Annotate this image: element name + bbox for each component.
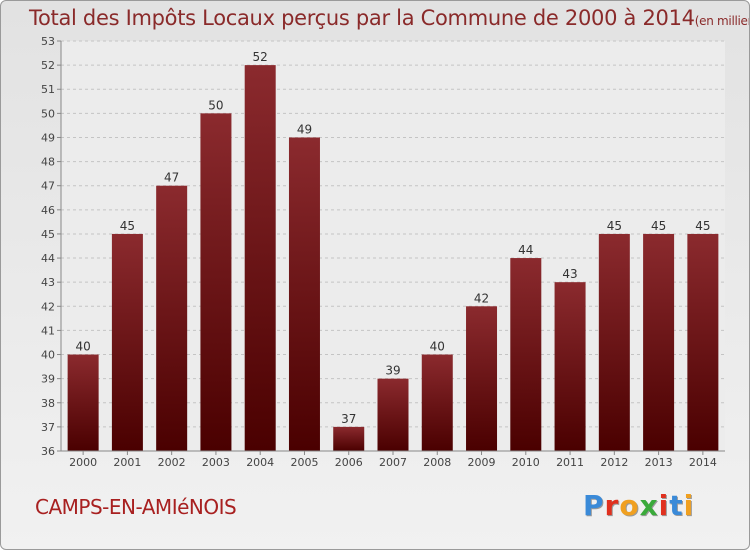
x-tick-label: 2001 — [113, 456, 141, 469]
bar-2004 — [244, 65, 276, 451]
bar-2013 — [643, 233, 675, 451]
x-tick-label: 2013 — [645, 456, 673, 469]
data-label-2010: 44 — [518, 243, 533, 257]
x-tick-label: 2007 — [379, 456, 407, 469]
logo-letter: o — [619, 489, 640, 522]
x-tick-label: 2008 — [423, 456, 451, 469]
y-tick-label: 40 — [41, 349, 55, 362]
y-tick-label: 48 — [41, 156, 55, 169]
y-tick-label: 43 — [41, 276, 55, 289]
logo-letter: i — [658, 489, 670, 522]
data-label-2005: 49 — [297, 122, 312, 136]
y-tick-label: 41 — [41, 324, 55, 337]
y-tick-label: 51 — [41, 83, 55, 96]
y-tick-label: 37 — [41, 421, 55, 434]
data-labels: 40 45 47 50 52 49 37 39 40 42 44 43 45 45 45 — [75, 50, 710, 426]
x-tick-label: 2011 — [556, 456, 584, 469]
data-label-2013: 45 — [651, 219, 666, 233]
x-tick-label: 2002 — [158, 456, 186, 469]
bar-2001 — [111, 233, 143, 451]
data-label-2008: 40 — [430, 340, 445, 354]
logo-letter: x — [639, 489, 659, 522]
bar-2007 — [377, 378, 409, 451]
x-tick-label: 2003 — [202, 456, 230, 469]
logo-letter: P — [583, 489, 605, 522]
logo-letter: r — [604, 489, 620, 522]
bar-2002 — [156, 185, 188, 452]
x-tick-label: 2000 — [69, 456, 97, 469]
data-label-2006: 37 — [341, 412, 356, 426]
x-axis-ticks: 2000 2001 2002 2003 2004 2005 2006 2007 2008 2009… — [69, 451, 717, 469]
data-label-2004: 52 — [253, 50, 268, 64]
y-tick-label: 50 — [41, 107, 55, 120]
x-tick-label: 2005 — [290, 456, 318, 469]
data-label-2007: 39 — [385, 364, 400, 378]
bars — [67, 65, 719, 452]
y-tick-label: 42 — [41, 300, 55, 313]
y-tick-label: 38 — [41, 397, 55, 410]
bar-2009 — [466, 306, 498, 451]
bar-2012 — [598, 233, 630, 451]
y-tick-label: 53 — [41, 35, 55, 48]
data-label-2003: 50 — [208, 98, 223, 112]
x-tick-label: 2012 — [600, 456, 628, 469]
bar-2011 — [554, 282, 586, 451]
data-label-2011: 43 — [562, 267, 577, 281]
y-tick-label: 49 — [41, 131, 55, 144]
y-tick-label: 39 — [41, 373, 55, 386]
y-tick-label: 45 — [41, 228, 55, 241]
y-tick-label: 47 — [41, 180, 55, 193]
proxiti-logo: Proxiti — [583, 489, 694, 522]
y-tick-label: 36 — [41, 445, 55, 458]
bar-2005 — [288, 137, 320, 451]
logo-letter: t — [669, 489, 684, 522]
bar-2010 — [510, 258, 542, 451]
y-axis-ticks: 36 37 38 39 40 41 42 43 44 45 46 47 48 49 50 51 52 53 — [41, 35, 61, 458]
bar-2008 — [421, 354, 453, 451]
y-tick-label: 44 — [41, 252, 55, 265]
x-tick-label: 2014 — [689, 456, 717, 469]
logo-letter: i — [683, 489, 695, 522]
data-label-2009: 42 — [474, 291, 489, 305]
y-tick-label: 52 — [41, 59, 55, 72]
data-label-2002: 47 — [164, 171, 179, 185]
data-label-2014: 45 — [695, 219, 710, 233]
bar-2000 — [67, 354, 99, 451]
bar-2006 — [333, 426, 365, 451]
x-tick-label: 2009 — [468, 456, 496, 469]
x-tick-label: 2004 — [246, 456, 274, 469]
bar-2003 — [200, 113, 232, 452]
data-label-2012: 45 — [607, 219, 622, 233]
chart-title: Total des Impôts Locaux perçus par la Co… — [29, 6, 749, 30]
data-label-2001: 45 — [120, 219, 135, 233]
x-tick-label: 2006 — [335, 456, 363, 469]
commune-name: CAMPS-EN-AMIéNOIS — [35, 495, 237, 519]
chart-title-unit: (en milliers d'€) — [694, 14, 749, 28]
x-tick-label: 2010 — [512, 456, 540, 469]
bar-2014 — [687, 233, 719, 451]
data-label-2000: 40 — [75, 340, 90, 354]
y-tick-label: 46 — [41, 204, 55, 217]
chart-title-text: Total des Impôts Locaux perçus par la Co… — [29, 6, 695, 30]
